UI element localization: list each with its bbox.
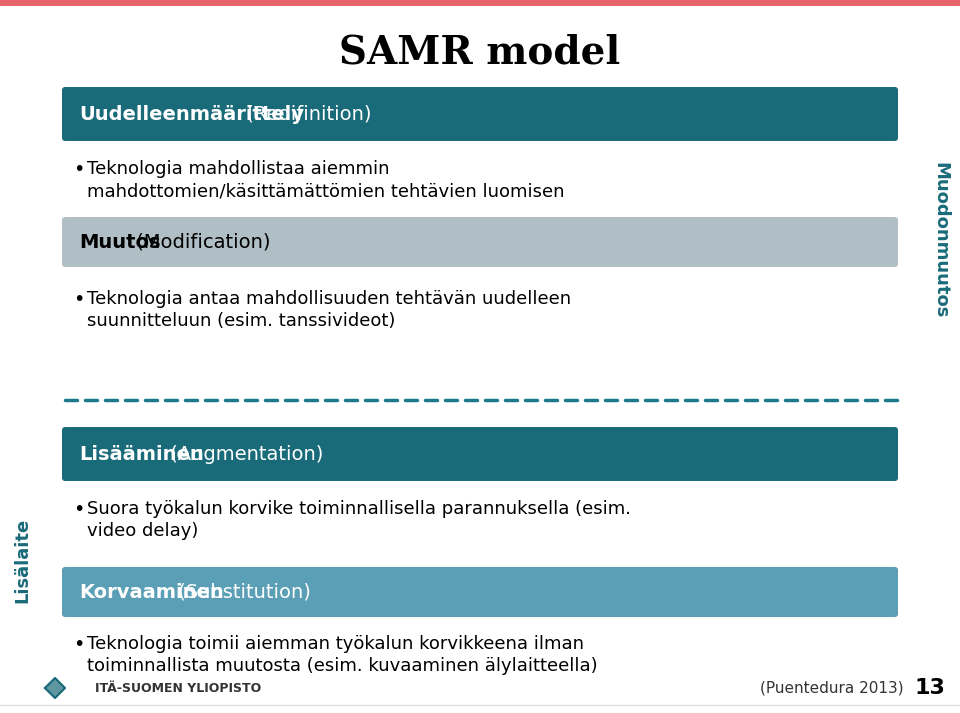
Text: •: • <box>73 160 84 179</box>
FancyBboxPatch shape <box>62 87 898 141</box>
Polygon shape <box>45 678 65 698</box>
Text: (Puentedura 2013): (Puentedura 2013) <box>760 680 903 695</box>
Text: Teknologia mahdollistaa aiemmin: Teknologia mahdollistaa aiemmin <box>87 160 390 178</box>
Text: (Redifinition): (Redifinition) <box>241 105 372 123</box>
FancyBboxPatch shape <box>62 567 898 617</box>
Text: (Augmentation): (Augmentation) <box>164 444 324 463</box>
Text: 13: 13 <box>915 678 946 698</box>
Text: •: • <box>73 290 84 309</box>
Text: •: • <box>73 500 84 519</box>
Text: Teknologia antaa mahdollisuuden tehtävän uudelleen: Teknologia antaa mahdollisuuden tehtävän… <box>87 290 571 308</box>
Text: Suora työkalun korvike toiminnallisella parannuksella (esim.: Suora työkalun korvike toiminnallisella … <box>87 500 631 518</box>
Text: •: • <box>73 635 84 654</box>
FancyBboxPatch shape <box>905 85 950 395</box>
Text: suunnitteluun (esim. tanssivideot): suunnitteluun (esim. tanssivideot) <box>87 312 396 330</box>
Text: Uudelleenmäärittely: Uudelleenmäärittely <box>79 105 304 123</box>
Text: (Substitution): (Substitution) <box>173 583 311 602</box>
Text: Teknologia toimii aiemman työkalun korvikkeena ilman: Teknologia toimii aiemman työkalun korvi… <box>87 635 584 653</box>
Text: Muodonmuutos: Muodonmuutos <box>931 162 949 318</box>
Text: toiminnallista muutosta (esim. kuvaaminen älylaitteella): toiminnallista muutosta (esim. kuvaamine… <box>87 657 598 675</box>
Text: Korvaaminen: Korvaaminen <box>79 583 224 602</box>
Text: Muutos: Muutos <box>79 232 160 252</box>
Text: SAMR model: SAMR model <box>340 33 620 71</box>
FancyBboxPatch shape <box>62 427 898 481</box>
Text: video delay): video delay) <box>87 522 199 540</box>
Text: Lisääminen: Lisääminen <box>79 444 204 463</box>
Text: Lisälaite: Lisälaite <box>13 518 31 602</box>
FancyBboxPatch shape <box>0 0 960 6</box>
Text: ITÄ-SUOMEN YLIOPISTO: ITÄ-SUOMEN YLIOPISTO <box>95 682 261 694</box>
FancyBboxPatch shape <box>62 217 898 267</box>
Text: mahdottomien/käsittämättömien tehtävien luomisen: mahdottomien/käsittämättömien tehtävien … <box>87 182 564 200</box>
Text: (Modification): (Modification) <box>130 232 271 252</box>
